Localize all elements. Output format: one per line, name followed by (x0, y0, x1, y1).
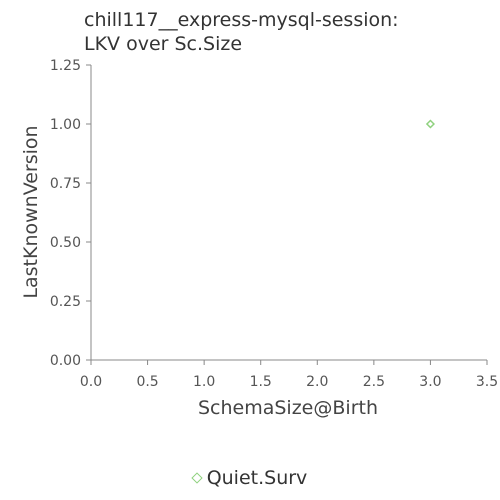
y-tick-label: 0.25 (50, 294, 81, 310)
y-tick-label: 0.00 (50, 353, 81, 369)
chart-title-line-1: chill117__express-mysql-session: (84, 9, 399, 31)
y-tick-label: 1.25 (50, 58, 81, 74)
x-tick-label: 2.5 (363, 374, 385, 390)
x-tick-label: 1.5 (250, 374, 272, 390)
y-tick-label: 0.75 (50, 176, 81, 192)
legend-label: Quiet.Surv (206, 467, 308, 489)
y-tick-label: 0.50 (50, 235, 81, 251)
y-axis-label: LastKnownVersion (20, 125, 42, 298)
data-points (425, 119, 435, 129)
x-tick-label: 1.0 (193, 374, 215, 390)
x-tick-label: 2.0 (306, 374, 328, 390)
legend-item-quiet-surv[interactable]: Quiet.Surv (191, 467, 308, 489)
chart-title-line-2: LKV over Sc.Size (84, 33, 243, 55)
legend: Quiet.Surv (0, 465, 500, 489)
diamond-marker-icon (191, 472, 203, 484)
x-tick-label: 3.0 (419, 374, 441, 390)
data-point (425, 119, 435, 129)
x-tick-label: 0.0 (80, 374, 102, 390)
x-tick-label: 0.5 (136, 374, 158, 390)
chart-title: chill117__express-mysql-session: LKV ove… (84, 8, 484, 56)
x-axis-label: SchemaSize@Birth (198, 397, 378, 419)
axes: 0.00 0.25 0.50 0.75 1.00 1.25 0.0 0.5 1.0 1.5 2.0 2… (50, 58, 498, 390)
y-tick-label: 1.00 (50, 117, 81, 133)
x-tick-label: 3.5 (476, 374, 498, 390)
